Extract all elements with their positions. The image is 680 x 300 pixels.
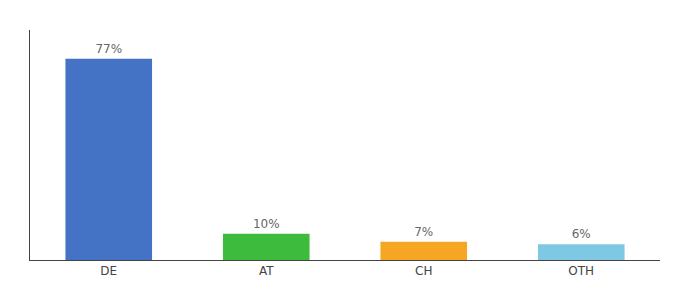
svg-text:OTH: OTH: [568, 264, 594, 278]
svg-text:CH: CH: [415, 264, 432, 278]
svg-text:7%: 7%: [414, 225, 433, 239]
svg-text:10%: 10%: [253, 217, 280, 231]
svg-text:AT: AT: [259, 264, 274, 278]
svg-text:6%: 6%: [572, 227, 591, 241]
svg-text:77%: 77%: [95, 42, 122, 56]
svg-text:DE: DE: [100, 264, 117, 278]
